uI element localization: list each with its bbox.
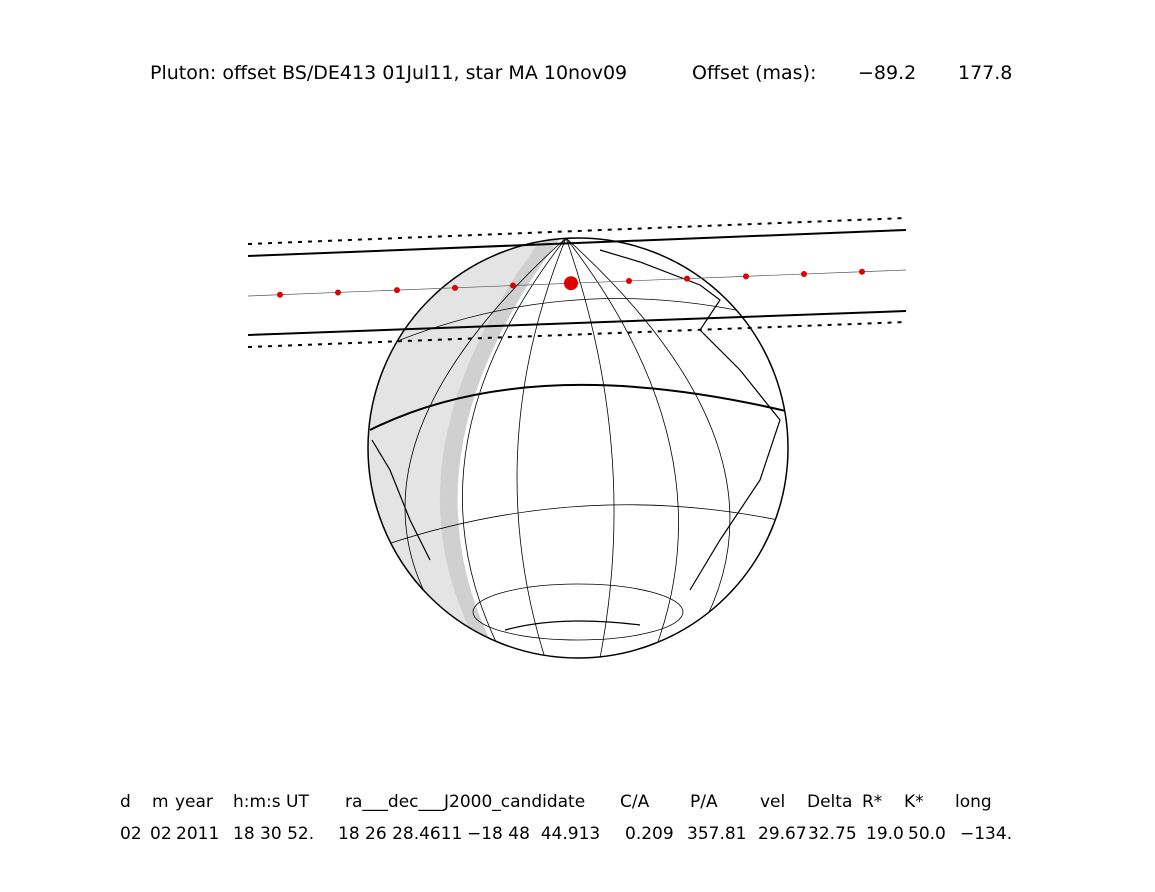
time-mark [452, 284, 458, 291]
column-header: Delta [807, 792, 852, 812]
offset-value: 177.8 [958, 62, 1012, 84]
time-marks [277, 268, 865, 298]
table-cell: 2011 [176, 824, 219, 844]
time-mark [743, 273, 749, 280]
table-cell: 02 [150, 824, 172, 844]
meridian [404, 238, 567, 621]
column-header: vel [760, 792, 785, 812]
table: d m year h:m:s UT ra___dec___J2000_candidate… [120, 792, 1012, 844]
meridian [565, 238, 679, 651]
equator [369, 383, 788, 431]
table-cell: 50.0 [908, 824, 946, 844]
column-header: long [955, 792, 992, 812]
column-header: h:m:s UT [233, 792, 309, 812]
time-mark [801, 271, 807, 278]
meridian [462, 238, 567, 651]
time-mark [394, 287, 400, 294]
meridian [516, 238, 567, 658]
table-cell: 32.75 [808, 824, 857, 844]
time-mark [277, 291, 283, 298]
time-mark [564, 276, 578, 291]
title: Pluton: offset BS/DE413 01Jul11, star MA… [150, 62, 1012, 84]
twilight-shading [368, 241, 540, 630]
table-cell: 18 26 28.4611 [338, 824, 462, 844]
coastline [371, 439, 431, 561]
column-header: R* [862, 792, 882, 812]
column-header: d [120, 792, 131, 812]
shadow-limit [247, 310, 907, 336]
table-cell: 19.0 [866, 824, 904, 844]
column-header: ra___dec___J2000_candidate [345, 792, 585, 812]
column-header: P/A [690, 792, 718, 812]
table-cell: −134. [960, 824, 1012, 844]
shadow-limit [247, 229, 907, 257]
globe [367, 237, 789, 659]
title-text: Pluton: offset BS/DE413 01Jul11, star MA… [150, 62, 627, 84]
offset-label: Offset (mas): [692, 62, 816, 84]
table-cell: 18 30 52. [233, 824, 314, 844]
table-cell: 0.209 [625, 824, 674, 844]
globe-outline [367, 237, 789, 659]
column-header: K* [904, 792, 924, 812]
column-header: m [152, 792, 169, 812]
column-header: year [175, 792, 213, 812]
latitude [384, 504, 779, 546]
latitude [399, 298, 773, 341]
coastline [504, 620, 641, 631]
column-header: C/A [620, 792, 650, 812]
meridian [565, 238, 615, 658]
table-cell: 357.81 [687, 824, 746, 844]
latitude [472, 583, 684, 641]
time-mark [684, 275, 690, 282]
table-cell: −18 48 44.913 [467, 824, 600, 844]
table-cell: 29.67 [758, 824, 807, 844]
coastline [599, 249, 781, 591]
time-mark [510, 282, 516, 289]
time-mark [335, 289, 341, 296]
meridian [565, 238, 731, 631]
offset-value: −89.2 [858, 62, 916, 84]
time-mark [859, 268, 865, 275]
table-cell: 02 [120, 824, 142, 844]
time-mark [626, 277, 632, 284]
